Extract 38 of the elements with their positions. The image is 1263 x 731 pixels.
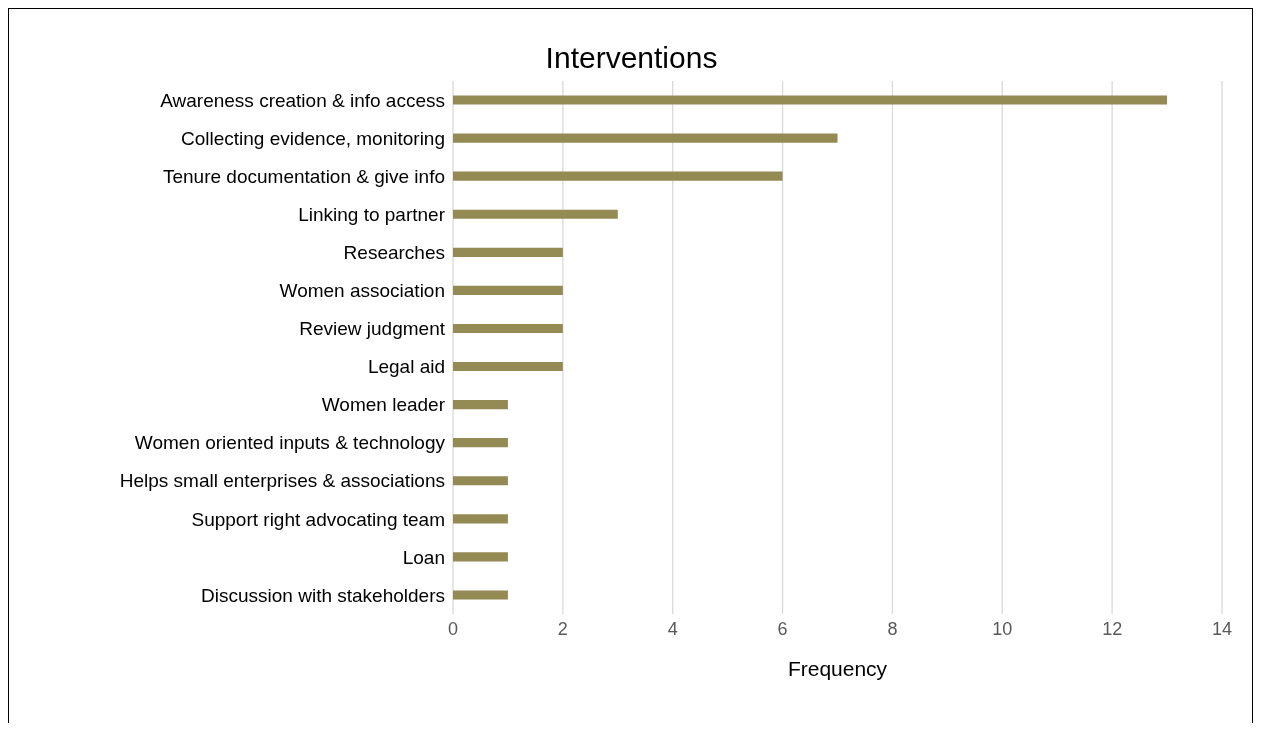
bar [453,285,563,295]
bar [453,209,618,219]
bar [453,400,508,410]
x-tick-label: 8 [887,618,898,639]
x-tick-label: 0 [447,618,459,639]
y-tick-label: Women association [279,280,445,302]
bar [453,438,508,448]
y-tick-label: Support right advocating team [191,508,445,530]
bar [453,95,1168,105]
y-tick-label: Women oriented inputs & technology [134,432,446,454]
y-tick-label: Awareness creation & info access [160,89,445,111]
x-tick-label: 14 [1211,618,1233,639]
y-tick-label: Legal aid [367,356,445,378]
bar [453,133,838,143]
x-tick-label: 10 [992,618,1013,639]
bar [453,590,508,600]
x-tick-label: 12 [1102,618,1123,639]
bar [453,171,783,181]
y-tick-label: Researches [343,242,445,264]
y-tick-label: Review judgment [299,318,446,340]
y-tick-label: Loan [402,546,445,568]
y-tick-label: Collecting evidence, monitoring [180,127,445,149]
y-tick-label: Linking to partner [298,203,446,225]
x-tick-label: 2 [557,618,568,639]
y-tick-label: Tenure documentation & give info [162,165,445,187]
x-tick-label: 6 [777,618,788,639]
bar [453,323,563,334]
x-tick-label: 4 [667,618,678,639]
bar [453,514,508,524]
y-tick-label: Helps small enterprises & associations [119,470,445,492]
bar [453,476,508,486]
chart-title: Interventions [544,41,719,75]
bar [453,552,508,562]
y-tick-label: Discussion with stakeholders [201,584,445,606]
x-axis-title: Frequency [787,657,888,680]
bar [453,247,563,257]
y-tick-label: Women leader [321,394,446,416]
bar [453,361,563,372]
